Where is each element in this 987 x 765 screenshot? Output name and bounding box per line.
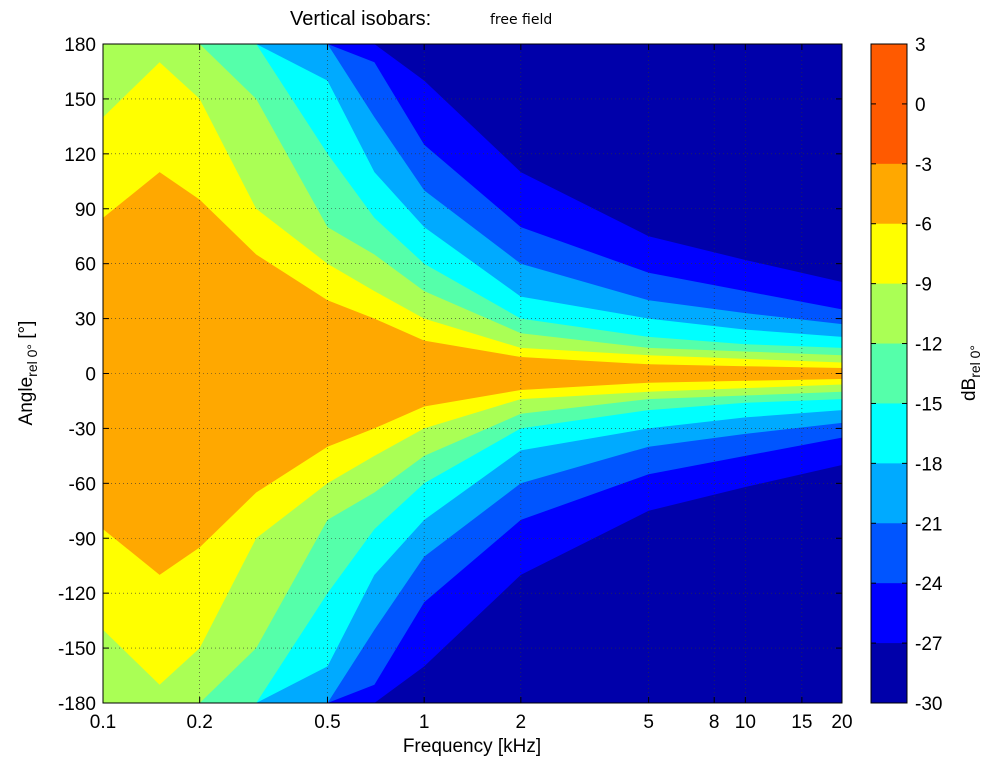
y-tick-label: 30 [75,310,96,331]
x-axis-ticks: 0.1 0.2 0.5 1 2 5 8 10 15 20 [90,44,853,733]
y-tick-label: 0 [85,365,96,386]
colorbar-swatch [871,163,907,225]
colorbar-tick-label: -21 [915,514,942,535]
colorbar-tick-label: 3 [915,35,926,56]
x-tick-label: 1 [419,712,430,733]
colorbar-swatch [871,283,907,345]
y-tick-label: 120 [64,145,96,166]
x-tick-label: 10 [735,712,756,733]
colorbar-tick-label: -18 [915,454,942,475]
y-tick-label: 180 [64,35,96,56]
x-tick-label: 0.1 [90,712,116,733]
x-tick-label: 15 [791,712,812,733]
x-tick-label: 2 [516,712,527,733]
colorbar-swatch [871,103,907,165]
x-tick-label: 5 [643,712,654,733]
y-tick-label: -90 [69,529,96,550]
band-3db [103,172,842,575]
colorbar-tick-label: -12 [915,335,942,356]
colorbar-tick-label: -24 [915,574,943,595]
chart-title: Vertical isobars: [290,8,432,30]
colorbar-tick-label: -15 [915,394,942,415]
colorbar-swatch [871,403,907,464]
y-tick-label: 150 [64,90,96,111]
colorbar-swatch [871,583,907,644]
colorbar-frame [870,43,908,704]
y-axis-label-main: Angle [16,377,37,426]
colorbar-swatch [871,44,907,105]
y-axis-label: Anglerel 0° [°] [16,321,40,426]
title-row: Vertical isobars: free field [0,6,987,36]
y-tick-label: 90 [75,200,96,221]
colorbar-swatch [871,643,907,704]
x-tick-label: 0.5 [314,712,340,733]
y-tick-label: -150 [58,639,96,660]
colorbar-tick-label: 0 [915,95,926,116]
colorbar-tick-label: -27 [915,634,942,655]
y-tick-label: -180 [58,694,96,715]
chart-subtitle: free field [490,12,553,28]
y-tick-label: -120 [58,584,96,605]
colorbar-swatch [871,523,907,584]
x-tick-label: 0.2 [186,712,212,733]
colorbar-swatch [871,223,907,285]
colorbar-label: dBrel 0° [959,345,983,401]
colorbar-tick-label: -6 [915,215,932,236]
colorbar-label-main: dB [959,378,980,401]
colorbar-swatch [871,343,907,404]
colorbar-label-sub: rel 0° [967,345,983,378]
colorbar-tick-label: -30 [915,694,942,715]
y-axis-label-sub: rel 0° [24,344,40,377]
x-tick-label: 20 [831,712,852,733]
y-tick-label: 60 [75,255,96,276]
colorbar-swatch [871,463,907,524]
colorbar-tick-label: -9 [915,275,932,296]
y-axis-ticks: 180 150 120 90 60 30 0 -30 -60 -90 -120 -150 -180 [58,35,842,715]
colorbar [871,44,907,704]
colorbar-tick-label: -3 [915,155,932,176]
y-axis-label-unit: [°] [16,321,37,344]
colorbar-ticks: 3 0 -3 -6 -9 -12 -15 -18 -21 -24 -27 -30 [871,35,943,715]
y-tick-label: -30 [69,419,96,440]
x-tick-label: 8 [709,712,720,733]
x-axis-label: Frequency [kHz] [403,736,541,757]
y-tick-label: -60 [69,474,96,495]
